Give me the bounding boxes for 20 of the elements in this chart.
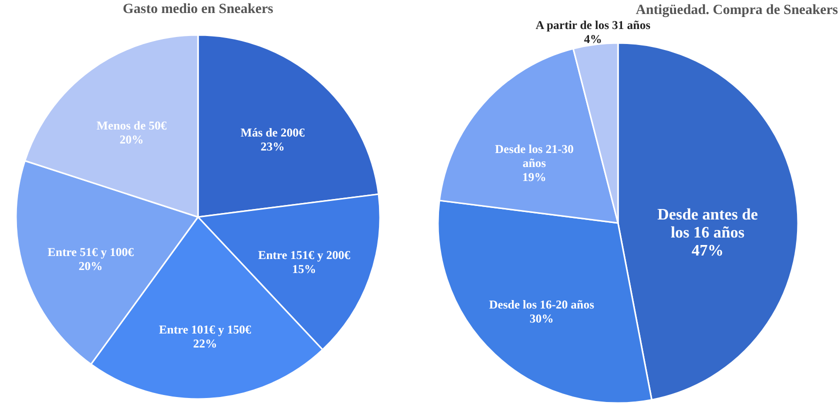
data-label: 15% — [292, 262, 316, 276]
slice-label: Desde los 16-20 años — [489, 297, 594, 312]
data-label: 19% — [522, 170, 546, 184]
data-label: 30% — [530, 311, 554, 326]
slice-label: Más de 200€ — [240, 125, 305, 140]
data-label: 47% — [692, 242, 724, 260]
slice-label: Menos de 50€ — [96, 118, 167, 133]
data-label: 23% — [260, 139, 285, 154]
slice-label: Desde antes de los 16 años — [657, 206, 758, 242]
chart-title: Antigüedad. Compra de Sneakers — [636, 2, 839, 18]
slice-label: Entre 51€ y 100€ — [48, 244, 134, 259]
chart-title: Gasto medio en Sneakers — [122, 2, 274, 17]
data-label: 20% — [78, 258, 103, 273]
slice-label: Entre 151€ y 200€ — [258, 248, 350, 262]
data-label: 22% — [193, 336, 218, 351]
slice-label: A partir de los 31 años — [536, 18, 651, 32]
data-label: 4% — [584, 32, 602, 46]
data-label: 20% — [120, 132, 144, 147]
slice-label: Desde los 21-30 años — [494, 142, 574, 170]
slice-label: Entre 101€ y 150€ — [159, 322, 252, 337]
